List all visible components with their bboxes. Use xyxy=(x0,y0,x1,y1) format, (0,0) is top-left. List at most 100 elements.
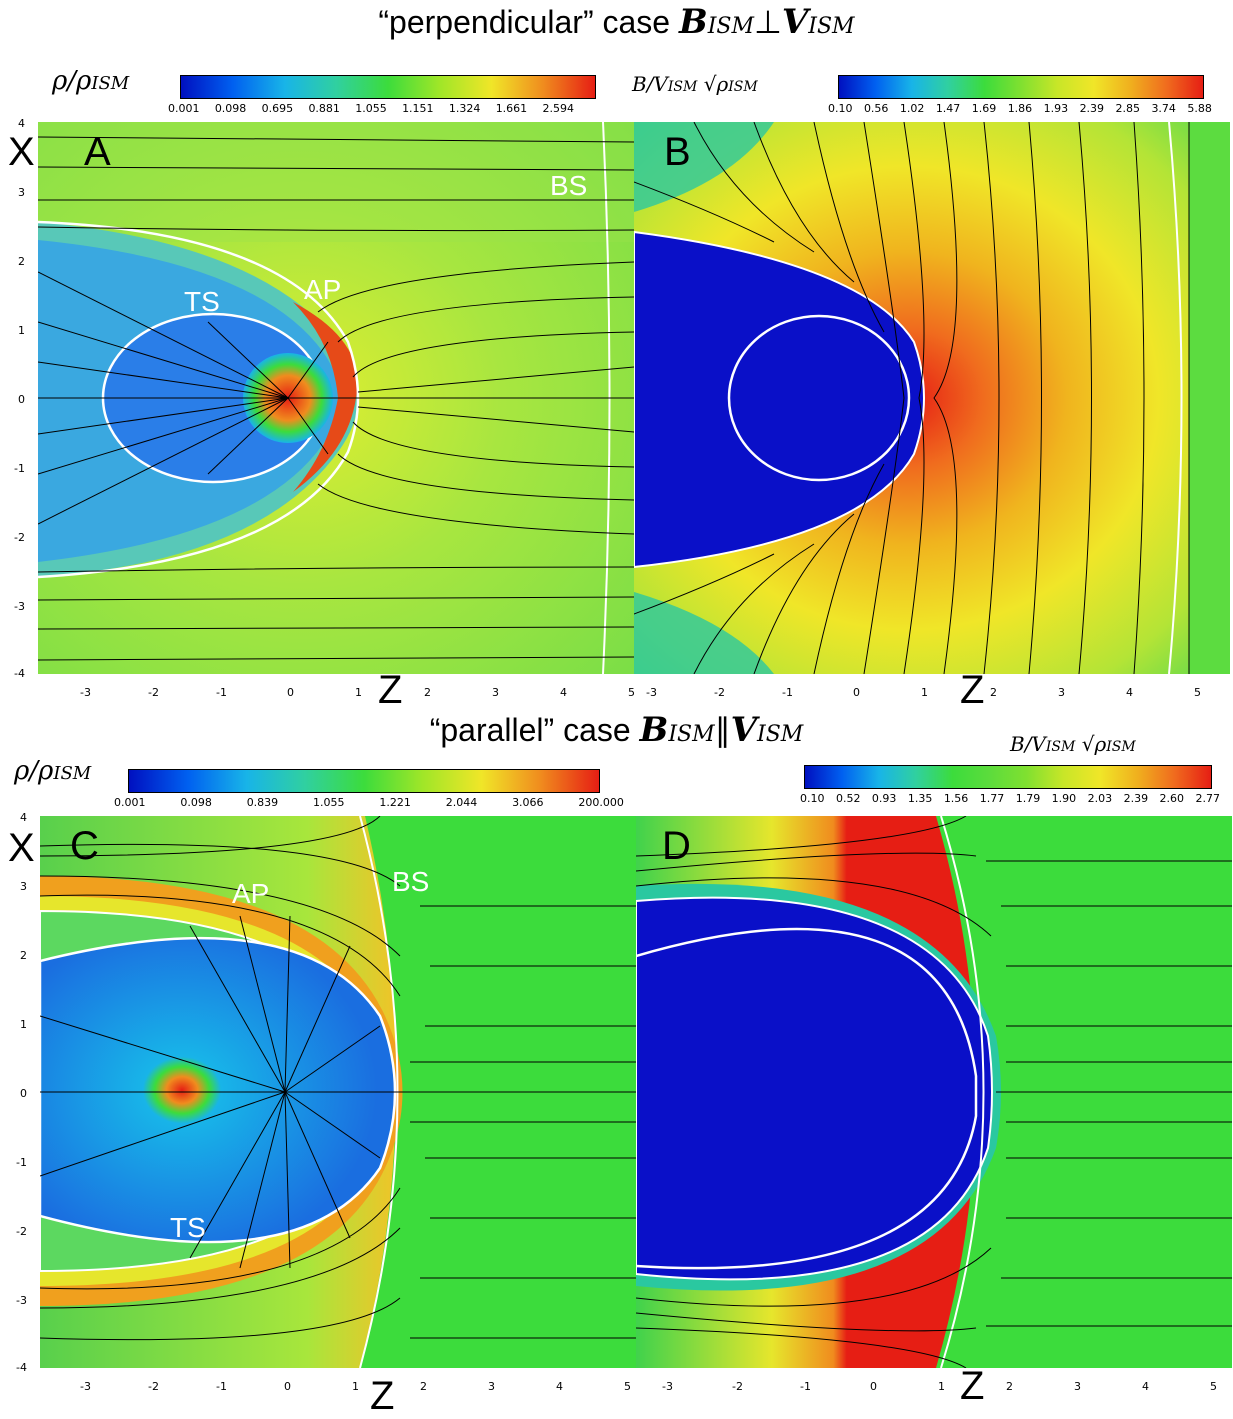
z-tick: -3 xyxy=(80,686,91,699)
top-field-ticks: 0.10 0.56 1.02 1.47 1.69 1.86 1.93 2.39 … xyxy=(828,102,1212,115)
z-axis-label-top-left: Z xyxy=(378,668,403,712)
panel-d: D xyxy=(636,816,1232,1368)
panel-d-plot xyxy=(636,816,1232,1368)
cb-tick: 0.93 xyxy=(871,792,897,805)
panel-b-plot xyxy=(634,122,1230,674)
cb-tick: 0.001 xyxy=(114,796,146,809)
x-tick: 1 xyxy=(20,1018,27,1031)
cb-tick: 0.56 xyxy=(863,102,889,115)
z-tick: 2 xyxy=(1006,1380,1013,1393)
z-tick: -1 xyxy=(800,1380,811,1393)
bottom-field-colorbar xyxy=(804,765,1212,789)
top-density-label-sub: ISM xyxy=(91,73,130,94)
z-tick: 5 xyxy=(1194,686,1201,699)
bottom-density-ticks: 0.001 0.098 0.839 1.055 1.221 2.044 3.06… xyxy=(114,796,624,809)
x-tick: -1 xyxy=(14,462,25,475)
z-tick: 1 xyxy=(355,686,362,699)
bottom-density-label-sub: ISM xyxy=(53,763,92,784)
cb-tick: 1.324 xyxy=(448,102,481,115)
bottom-title-math-b-sub: ISM xyxy=(668,722,715,747)
bottom-density-label-main: ρ/ρ xyxy=(14,756,54,786)
panel-d-letter: D xyxy=(662,824,691,868)
cb-tick: 1.151 xyxy=(402,102,434,115)
panel-b: B xyxy=(634,122,1230,674)
x-tick: 4 xyxy=(18,117,25,130)
z-tick: 4 xyxy=(1126,686,1133,699)
z-tick: 5 xyxy=(1210,1380,1217,1393)
cb-tick: 0.695 xyxy=(261,102,294,115)
z-tick: -1 xyxy=(216,1380,227,1393)
top-title-math-b: B xyxy=(678,2,708,42)
bottom-field-label-main: B/V xyxy=(1010,732,1046,756)
top-field-label-main: B/V xyxy=(632,72,668,96)
panel-a: A BS TS AP xyxy=(38,122,634,674)
x-tick: 2 xyxy=(18,255,25,268)
z-tick: -3 xyxy=(80,1380,91,1393)
bottom-field-ticks: 0.10 0.52 0.93 1.35 1.56 1.77 1.79 1.90 … xyxy=(800,792,1220,805)
bottom-field-label-root: √ρ xyxy=(1081,732,1107,756)
cb-tick: 3.74 xyxy=(1151,102,1176,115)
bottom-title-operator: ∥ xyxy=(714,712,731,748)
z-tick: -2 xyxy=(732,1380,743,1393)
panel-a-plot xyxy=(38,122,634,674)
z-tick: 2 xyxy=(424,686,431,699)
bottom-field-label-root-sub: ISM xyxy=(1106,739,1136,755)
bottom-density-colorbar xyxy=(128,769,600,793)
cb-tick: 1.77 xyxy=(979,792,1005,805)
ap-label-bottom: AP xyxy=(232,878,270,909)
cb-tick: 1.35 xyxy=(907,792,933,805)
bs-label-top: BS xyxy=(550,170,588,201)
bottom-density-label: ρ/ρISM xyxy=(14,756,91,786)
x-tick: -1 xyxy=(16,1156,27,1169)
cb-tick: 0.839 xyxy=(246,796,279,809)
x-tick: -2 xyxy=(16,1225,27,1238)
z-tick: 3 xyxy=(488,1380,495,1393)
x-tick: 3 xyxy=(20,880,27,893)
z-tick: 0 xyxy=(853,686,860,699)
top-field-label-root: √ρ xyxy=(703,72,729,96)
panel-a-letter: A xyxy=(84,130,111,174)
x-tick: 2 xyxy=(20,949,27,962)
z-tick: -2 xyxy=(714,686,725,699)
cb-tick: 2.85 xyxy=(1115,102,1141,115)
z-tick: 0 xyxy=(287,686,294,699)
bottom-title: “parallel” case BISM∥VISM xyxy=(0,710,1233,750)
cb-tick: 2.77 xyxy=(1195,792,1220,805)
z-tick: 3 xyxy=(1058,686,1065,699)
bottom-title-text: “parallel” case xyxy=(429,712,631,748)
x-tick: 0 xyxy=(18,393,25,406)
top-density-label-main: ρ/ρ xyxy=(52,66,92,96)
panel-c-letter: C xyxy=(70,824,99,868)
cb-tick: 1.56 xyxy=(943,792,969,805)
bottom-field-label: B/VISM √ρISM xyxy=(1010,732,1136,756)
top-field-label: B/VISM √ρISM xyxy=(632,72,758,96)
cb-tick: 1.79 xyxy=(1015,792,1041,805)
ts-label-bottom: TS xyxy=(170,1212,206,1243)
z-tick: 4 xyxy=(556,1380,563,1393)
z-axis-label-bottom-left: Z xyxy=(370,1374,395,1418)
top-density-ticks: 0.001 0.098 0.695 0.881 1.055 1.151 1.32… xyxy=(168,102,574,115)
cb-tick: 1.02 xyxy=(899,102,925,115)
cb-tick: 0.881 xyxy=(308,102,340,115)
x-tick: -3 xyxy=(16,1294,27,1307)
x-tick: -2 xyxy=(14,531,25,544)
cb-tick: 1.661 xyxy=(495,102,528,115)
cb-tick: 3.066 xyxy=(512,796,544,809)
cb-tick: 0.52 xyxy=(835,792,861,805)
cb-tick: 1.055 xyxy=(313,796,345,809)
x-tick: 1 xyxy=(18,324,25,337)
z-tick: 1 xyxy=(921,686,928,699)
z-axis-label-top-right: Z xyxy=(960,668,985,712)
cb-tick: 0.10 xyxy=(828,102,853,115)
z-tick: 1 xyxy=(352,1380,359,1393)
cb-tick: 0.10 xyxy=(800,792,825,805)
cb-tick: 2.39 xyxy=(1123,792,1149,805)
ts-label-top: TS xyxy=(184,286,220,317)
top-field-colorbar xyxy=(838,75,1204,99)
z-tick: -3 xyxy=(646,686,657,699)
cb-tick: 0.098 xyxy=(180,796,212,809)
cb-tick: 2.03 xyxy=(1087,792,1113,805)
z-axis-label-bottom-right: Z xyxy=(960,1364,985,1408)
cb-tick: 5.88 xyxy=(1187,102,1212,115)
cb-tick: 2.39 xyxy=(1079,102,1105,115)
